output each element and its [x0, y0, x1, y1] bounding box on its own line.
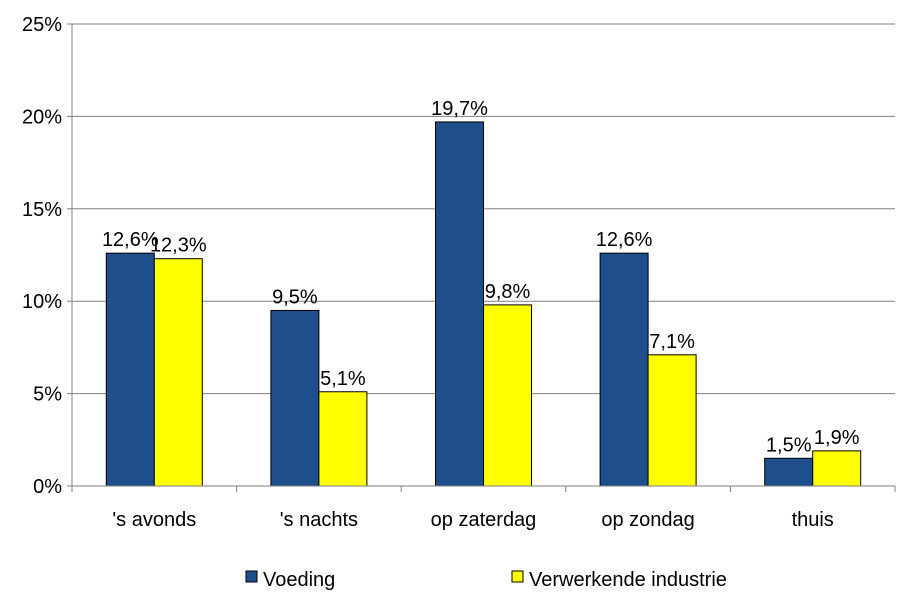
bar-verwerkende-industrie-op-zondag	[647, 354, 697, 487]
y-tick-label: 25%	[22, 14, 62, 36]
legend-label-voeding: Voeding	[263, 569, 335, 591]
bar-verwerkende-industrie-thuis	[812, 450, 862, 487]
legend-label-verwerkende-industrie: Verwerkende industrie	[529, 569, 727, 591]
bar-voeding-op-zondag	[599, 252, 649, 487]
data-label: 5,1%	[320, 368, 366, 390]
data-label: 1,5%	[766, 434, 812, 456]
x-axis-labels: 's avonds 's nachts op zaterdag op zondag th…	[112, 509, 833, 531]
legend: Voeding Verwerkende industrie	[245, 569, 727, 591]
y-tick-label: 0%	[33, 476, 62, 498]
x-tick-label: op zondag	[601, 509, 694, 531]
y-tick-label: 10%	[22, 291, 62, 313]
bar-verwerkende-industrie-op-zaterdag	[483, 304, 532, 487]
bars	[105, 121, 862, 487]
x-tick-label: 's avonds	[112, 509, 196, 531]
data-label: 1,9%	[814, 427, 860, 449]
legend-swatch-verwerkende-industrie	[511, 570, 524, 583]
y-tick-label: 5%	[33, 384, 62, 406]
data-label: 7,1%	[649, 331, 695, 353]
data-label: 12,6%	[102, 229, 159, 251]
data-label: 19,7%	[431, 98, 488, 120]
y-tick-label: 20%	[22, 106, 62, 128]
x-tick-label: thuis	[792, 509, 834, 531]
y-axis-ticks: 0% 5% 10% 15% 20% 25%	[22, 14, 72, 498]
bar-verwerkende-industrie-s-nachts	[318, 391, 368, 487]
data-label: 12,6%	[596, 229, 653, 251]
x-tick-label: 's nachts	[280, 509, 358, 531]
bar-voeding-s-avonds	[105, 252, 155, 487]
data-label: 9,8%	[485, 281, 531, 303]
y-tick-label: 15%	[22, 199, 62, 221]
axes	[71, 24, 896, 492]
data-label: 12,3%	[150, 235, 207, 257]
data-labels: 12,6%12,3%9,5%5,1%19,7%9,8%12,6%7,1%1,5%…	[102, 98, 860, 456]
bar-verwerkende-industrie-s-avonds	[153, 258, 203, 487]
bar-voeding-thuis	[764, 457, 814, 487]
bar-voeding-op-zaterdag	[435, 121, 484, 487]
data-label: 9,5%	[272, 286, 318, 308]
x-tick-label: op zaterdag	[431, 509, 537, 531]
legend-swatch-voeding	[245, 570, 258, 583]
bar-voeding-s-nachts	[270, 309, 320, 487]
